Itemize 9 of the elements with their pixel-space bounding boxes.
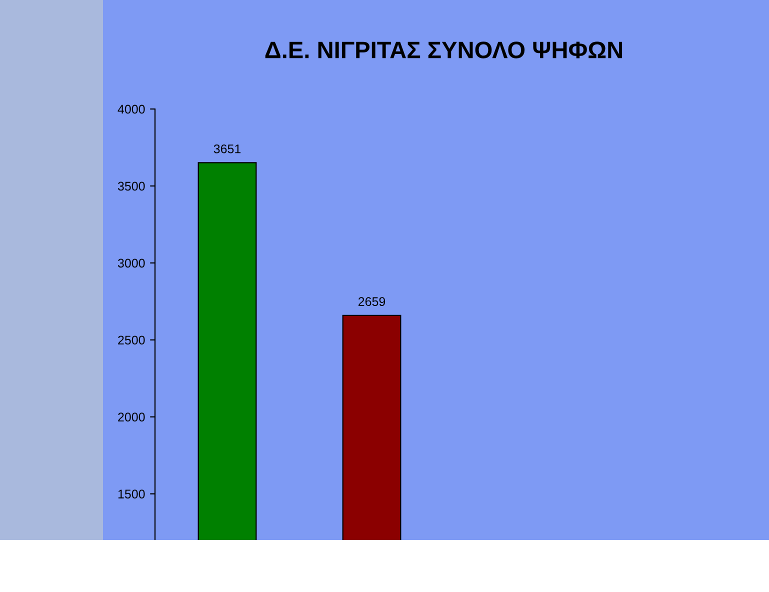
y-tick-label: 2000 xyxy=(118,412,145,422)
data-label: 2659 xyxy=(358,297,386,306)
y-tick-label: 1500 xyxy=(118,490,145,498)
y-tick-label: 2500 xyxy=(118,336,145,345)
y-tick-label: 4000 xyxy=(118,104,145,114)
y-tick-label: 3000 xyxy=(118,258,145,268)
data-label: 3651 xyxy=(214,144,241,154)
y-tick-label: 3500 xyxy=(118,182,145,191)
chart-title: Δ.Ε. ΝΙΓΡΙΤΑΣ ΣΥΝΟΛΟ ΨΗΦΩΝ xyxy=(265,42,622,58)
